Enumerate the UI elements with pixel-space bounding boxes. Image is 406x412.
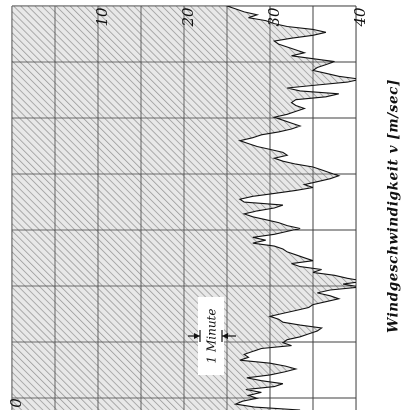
tick-label: 20 (179, 7, 197, 28)
tick-label: 10 (93, 7, 111, 27)
y-axis-ticks: 0 10 20 30 40 (7, 7, 369, 408)
tick-label-group: 30 (265, 7, 283, 27)
annotation-arrow-left (188, 330, 201, 342)
one-minute-annotation: 1 Minute (188, 297, 236, 375)
tick-label-group: 10 (93, 7, 111, 27)
wind-speed-area (12, 6, 356, 410)
tick-label: 40 (351, 7, 369, 28)
tick-label-group: 40 (351, 7, 369, 28)
wind-speed-line (226, 6, 356, 410)
annotation-background (198, 297, 224, 375)
annotation-label: 1 Minute (205, 309, 219, 364)
tick-label: 0 (7, 398, 25, 408)
tick-label-group: 0 (7, 398, 25, 408)
tick-label: 30 (265, 7, 283, 27)
annotation-arrow-right (221, 330, 236, 342)
y-axis-label: Windgeschwindigkeit v [m/sec] (386, 79, 402, 333)
axis-title: Windgeschwindigkeit v [m/sec] (386, 79, 402, 333)
tick-label-group: 20 (179, 7, 197, 28)
